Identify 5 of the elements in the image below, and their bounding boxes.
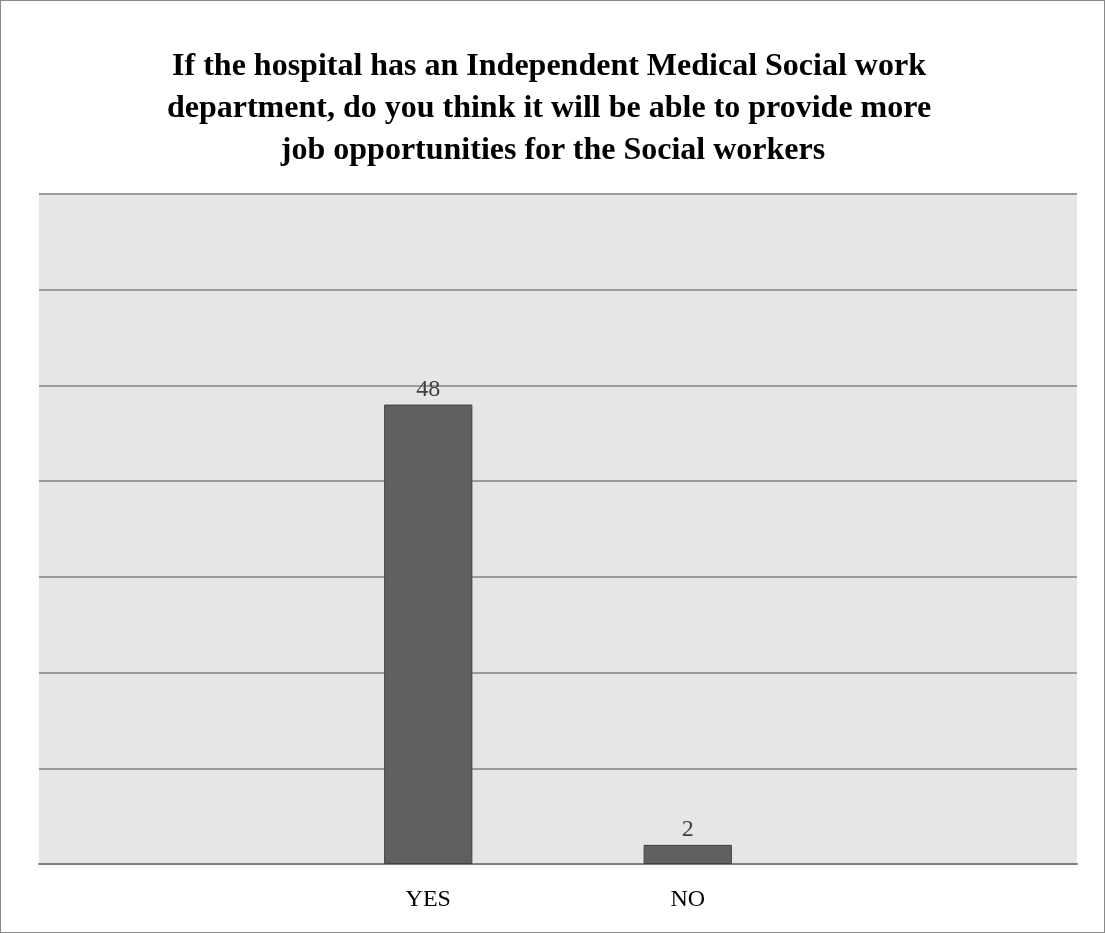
x-tick-label: YES [405,885,451,911]
data-label: 48 [416,374,441,401]
data-label: 2 [681,814,694,841]
chart-title: If the hospital has an Independent Medical Social work department, do you think it will be able to provide more job opportunities for the Social workers [166,46,940,166]
x-tick-label: NO [670,885,706,911]
